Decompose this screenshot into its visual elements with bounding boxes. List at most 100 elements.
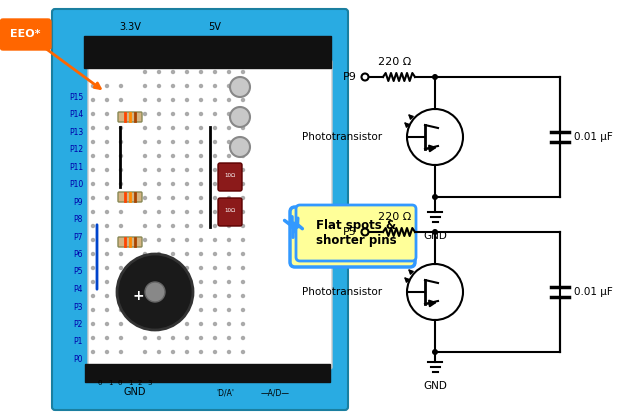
FancyBboxPatch shape xyxy=(218,198,242,226)
Circle shape xyxy=(106,85,109,88)
Circle shape xyxy=(228,155,231,158)
FancyBboxPatch shape xyxy=(118,192,142,202)
Circle shape xyxy=(214,337,216,339)
Circle shape xyxy=(228,266,231,269)
Circle shape xyxy=(171,196,174,199)
Circle shape xyxy=(171,266,174,269)
Circle shape xyxy=(171,155,174,158)
Circle shape xyxy=(186,337,189,339)
Text: P9: P9 xyxy=(74,198,83,206)
Circle shape xyxy=(144,183,146,186)
Circle shape xyxy=(432,349,438,355)
Circle shape xyxy=(228,126,231,130)
Circle shape xyxy=(186,141,189,143)
Circle shape xyxy=(144,85,146,88)
Circle shape xyxy=(91,294,94,297)
Circle shape xyxy=(214,294,216,297)
Text: 3: 3 xyxy=(148,380,152,386)
Circle shape xyxy=(119,294,122,297)
Circle shape xyxy=(106,281,109,284)
Circle shape xyxy=(228,224,231,228)
Text: Phototransistor: Phototransistor xyxy=(302,132,382,142)
Circle shape xyxy=(119,281,122,284)
Text: P14: P14 xyxy=(69,110,83,119)
Circle shape xyxy=(106,239,109,241)
Circle shape xyxy=(171,183,174,186)
Circle shape xyxy=(119,266,122,269)
Circle shape xyxy=(144,294,146,297)
Circle shape xyxy=(214,266,216,269)
Circle shape xyxy=(91,281,94,284)
Circle shape xyxy=(186,351,189,354)
Circle shape xyxy=(119,85,122,88)
Circle shape xyxy=(158,239,161,241)
Circle shape xyxy=(228,239,231,241)
Circle shape xyxy=(186,239,189,241)
Circle shape xyxy=(171,98,174,101)
Circle shape xyxy=(144,211,146,214)
Circle shape xyxy=(199,183,202,186)
Circle shape xyxy=(241,322,244,326)
Circle shape xyxy=(214,85,216,88)
Circle shape xyxy=(241,141,244,143)
Circle shape xyxy=(171,294,174,297)
Circle shape xyxy=(106,337,109,339)
Circle shape xyxy=(186,183,189,186)
Circle shape xyxy=(158,155,161,158)
Circle shape xyxy=(214,126,216,130)
Text: P8: P8 xyxy=(74,215,83,224)
Circle shape xyxy=(228,113,231,116)
Circle shape xyxy=(91,337,94,339)
Circle shape xyxy=(158,126,161,130)
FancyBboxPatch shape xyxy=(85,364,330,382)
Circle shape xyxy=(171,337,174,339)
Circle shape xyxy=(186,85,189,88)
Circle shape xyxy=(117,254,193,330)
Circle shape xyxy=(158,196,161,199)
Circle shape xyxy=(241,337,244,339)
Circle shape xyxy=(144,155,146,158)
Circle shape xyxy=(186,155,189,158)
Circle shape xyxy=(228,294,231,297)
Circle shape xyxy=(241,196,244,199)
Circle shape xyxy=(144,239,146,241)
Circle shape xyxy=(158,70,161,73)
Text: 3.3V: 3.3V xyxy=(119,22,141,32)
Circle shape xyxy=(171,322,174,326)
Circle shape xyxy=(158,113,161,116)
Circle shape xyxy=(158,98,161,101)
Circle shape xyxy=(186,113,189,116)
Circle shape xyxy=(214,141,216,143)
Circle shape xyxy=(228,253,231,256)
Circle shape xyxy=(228,85,231,88)
Circle shape xyxy=(186,126,189,130)
Circle shape xyxy=(119,224,122,228)
Text: P4: P4 xyxy=(74,285,83,294)
Circle shape xyxy=(241,183,244,186)
Text: P10: P10 xyxy=(69,180,83,189)
Circle shape xyxy=(91,141,94,143)
Circle shape xyxy=(106,211,109,214)
Circle shape xyxy=(432,194,438,200)
Circle shape xyxy=(214,351,216,354)
Circle shape xyxy=(106,294,109,297)
Circle shape xyxy=(158,211,161,214)
Text: P12: P12 xyxy=(69,145,83,154)
Circle shape xyxy=(106,224,109,228)
Circle shape xyxy=(171,211,174,214)
Circle shape xyxy=(91,126,94,130)
Circle shape xyxy=(228,309,231,311)
Text: Flat spots &
shorter pins: Flat spots & shorter pins xyxy=(316,219,396,247)
Circle shape xyxy=(432,74,438,80)
Circle shape xyxy=(228,351,231,354)
Text: P5: P5 xyxy=(74,267,83,276)
Circle shape xyxy=(214,70,216,73)
Circle shape xyxy=(230,77,250,97)
Circle shape xyxy=(158,281,161,284)
Circle shape xyxy=(171,224,174,228)
Circle shape xyxy=(119,98,122,101)
Circle shape xyxy=(171,168,174,171)
Circle shape xyxy=(119,239,122,241)
Circle shape xyxy=(91,113,94,116)
Circle shape xyxy=(214,168,216,171)
